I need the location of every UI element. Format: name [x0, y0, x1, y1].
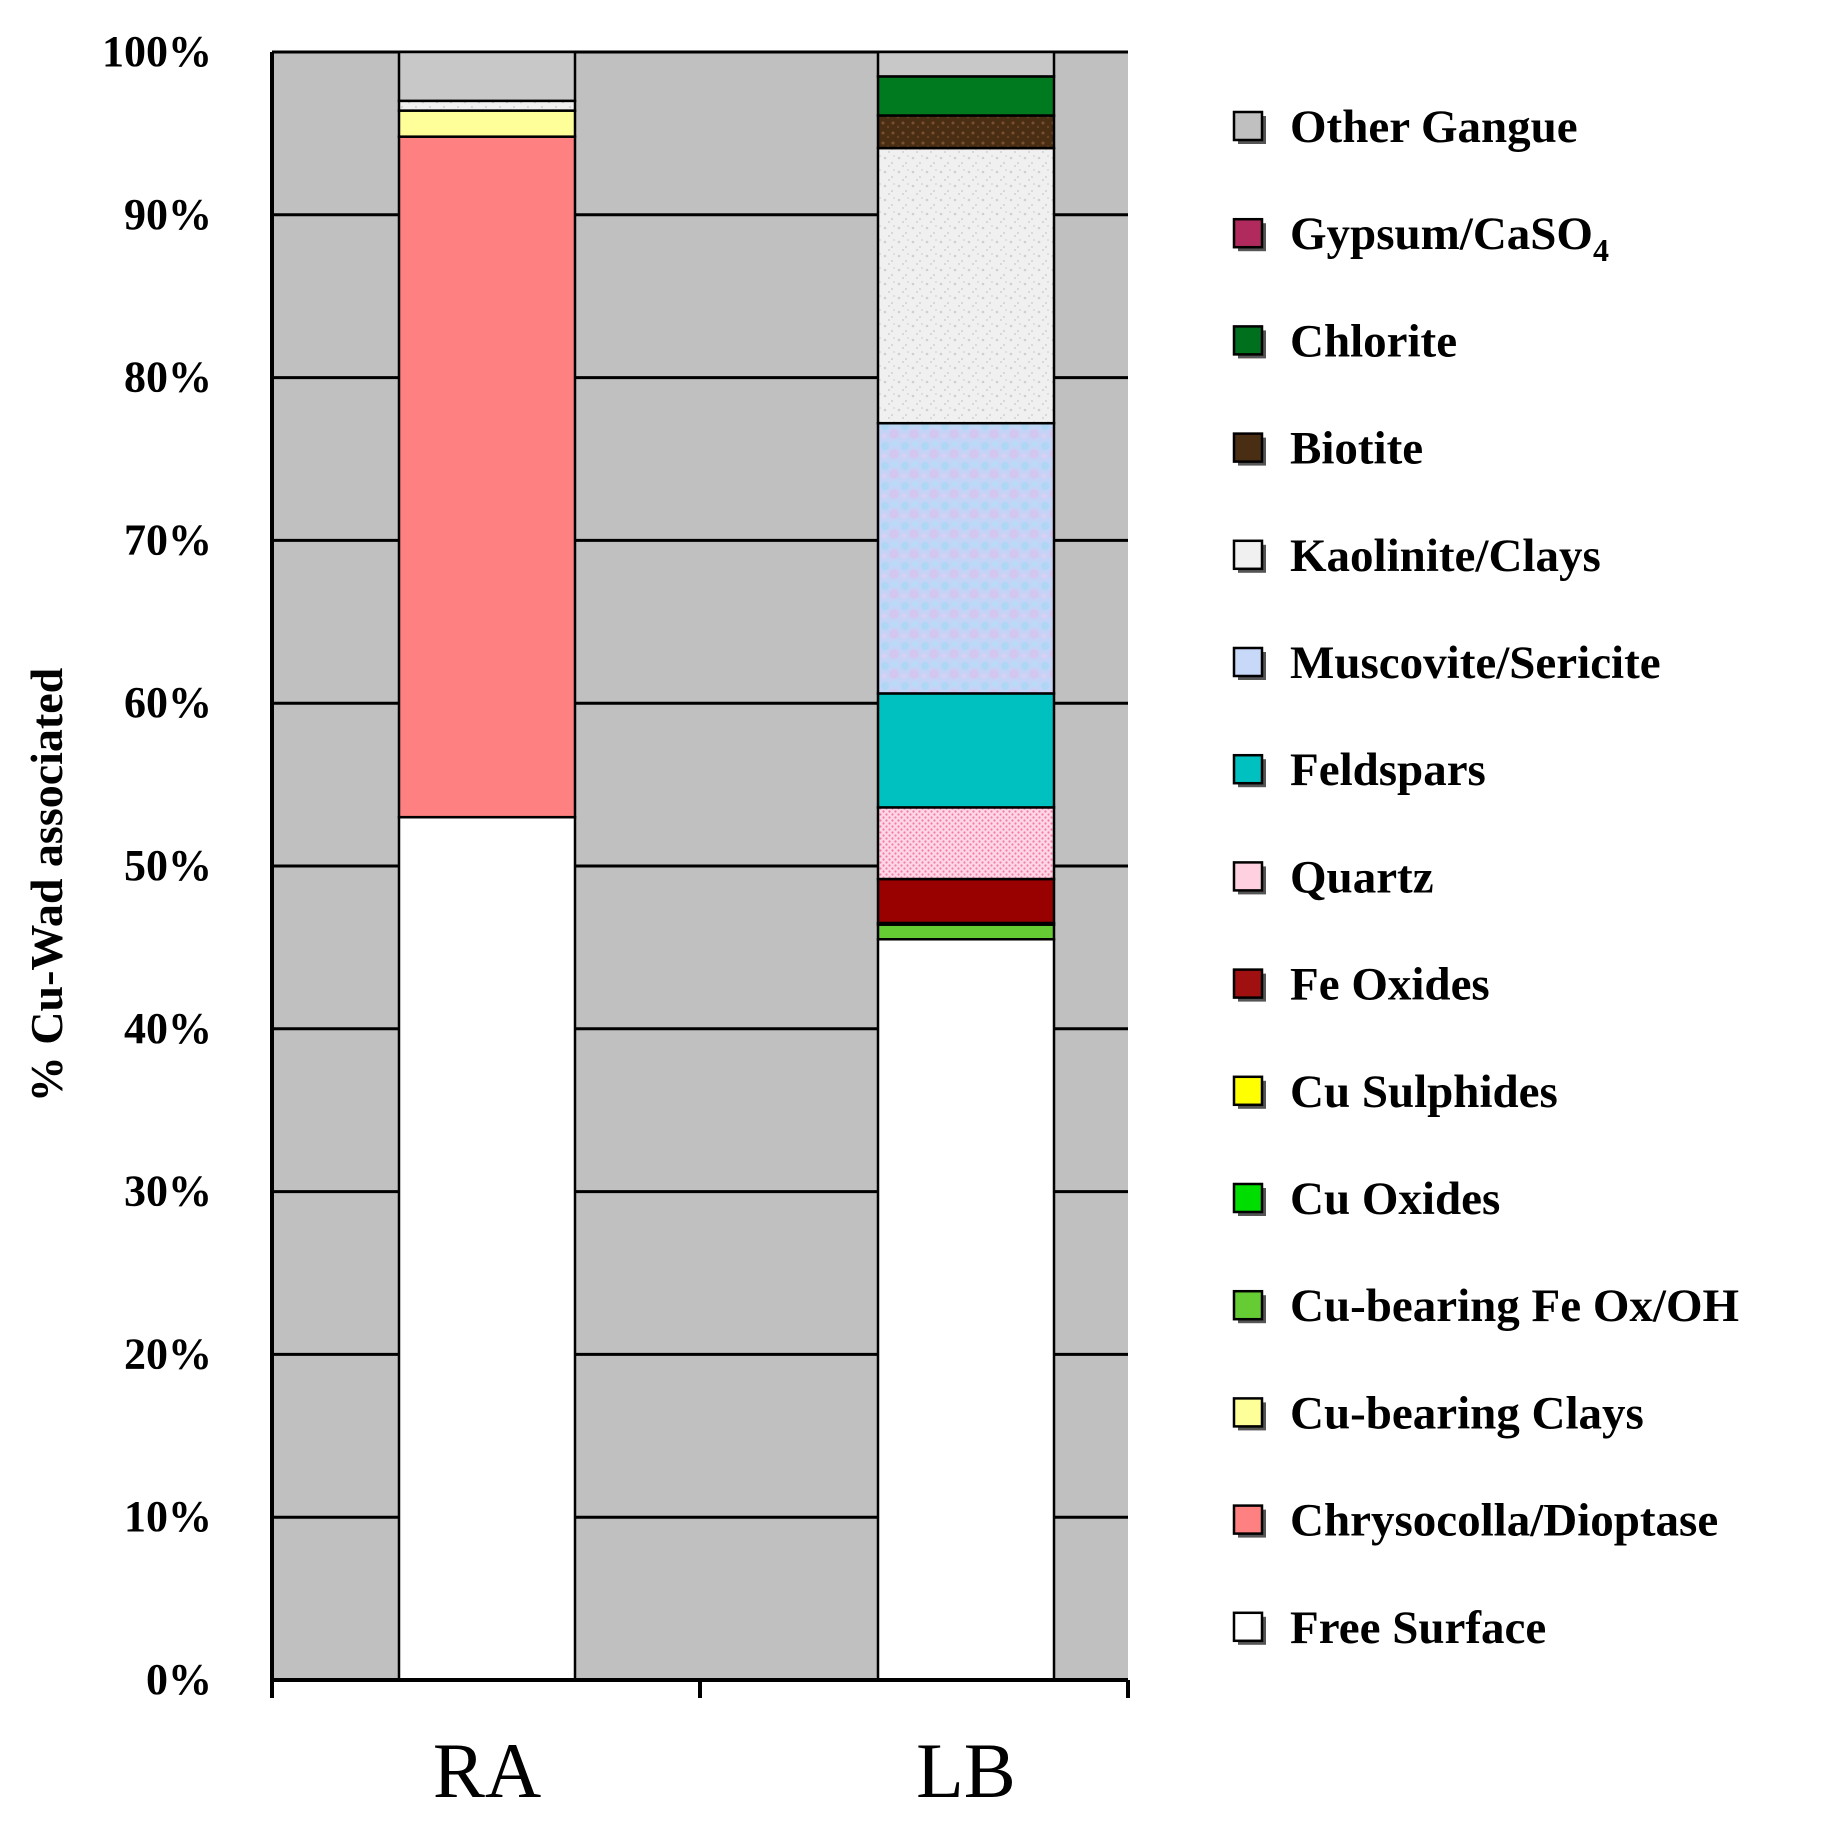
legend-label: Other Gangue: [1290, 101, 1578, 153]
bar-segment-ra-other-gangue: [397, 50, 577, 103]
legend-label: Cu-bearing Fe Ox/OH: [1290, 1280, 1739, 1332]
axes: 0% 10% 20% 30% 40% 50% 60% 70% 80% 90% 100% RA LB % C…: [21, 27, 1130, 1814]
legend-entry: Feldspars: [1232, 744, 1486, 796]
y-tick-label: 60%: [124, 678, 212, 727]
legend-swatch: [1232, 861, 1264, 892]
legend-label-text: Gypsum/CaSO: [1290, 208, 1593, 260]
legend-label-text: Feldspars: [1290, 744, 1486, 796]
y-tick-label: 80%: [124, 353, 212, 402]
bar-segment-lb-kaolinite-clays: [876, 146, 1056, 425]
legend-label-text: Biotite: [1290, 423, 1423, 475]
bar-segment-lb-quartz: [876, 806, 1056, 881]
bar-segment-ra-free-surface: [397, 815, 577, 1682]
x-category-label: RA: [433, 1727, 541, 1814]
legend-entry: Quartz: [1232, 851, 1434, 903]
legend-entry: Fe Oxides: [1232, 959, 1490, 1011]
bar-segment-ra-kaolinite-clays: [397, 99, 577, 112]
bar-segment-lb-other-gangue: [876, 50, 1056, 78]
legend-entry: Cu-bearing Fe Ox/OH: [1232, 1280, 1739, 1332]
legend-swatch: [1232, 325, 1264, 356]
y-tick-label: 30%: [124, 1167, 212, 1216]
bar-segment-ra-chrysocolla-dioptase: [397, 135, 577, 819]
legend-label-text: Chrysocolla/Dioptase: [1290, 1495, 1718, 1547]
y-tick-label: 20%: [124, 1329, 212, 1378]
legend-swatch: [1232, 968, 1264, 999]
y-tick-label: 40%: [124, 1004, 212, 1053]
bar-segment-lb-chlorite: [876, 75, 1056, 117]
plot-area: [272, 50, 1128, 1682]
legend-entry: Muscovite/Sericite: [1232, 637, 1661, 689]
legend-label: Free Surface: [1290, 1602, 1546, 1654]
legend-entry: Cu Sulphides: [1232, 1066, 1558, 1118]
legend-label-text: Cu Sulphides: [1290, 1066, 1558, 1118]
legend-swatch: [1232, 1504, 1264, 1535]
y-tick-label: 90%: [124, 190, 212, 239]
legend-entry: Chrysocolla/Dioptase: [1232, 1495, 1718, 1547]
y-tick-label: 70%: [124, 515, 212, 564]
bar-ra: [397, 50, 577, 1682]
bar-segment-lb-muscovite-sericite: [876, 421, 1056, 695]
legend-swatch: [1232, 110, 1264, 142]
legend-entry: Cu Oxides: [1232, 1173, 1500, 1225]
legend-label-text: Cu-bearing Clays: [1290, 1387, 1644, 1439]
legend-label: Quartz: [1290, 851, 1434, 903]
legend-entry: Gypsum/CaSO4: [1232, 208, 1609, 268]
y-axis-title: % Cu-Wad associated: [21, 667, 72, 1102]
legend-label-text: Kaolinite/Clays: [1290, 530, 1601, 582]
legend-entry: Other Gangue: [1232, 101, 1578, 153]
bar-segment-lb-biotite: [876, 114, 1056, 150]
legend: Other Gangue Gypsum/CaSO4 Chlorite Biotite K…: [1232, 101, 1739, 1654]
legend-swatch: [1232, 1397, 1264, 1428]
bar-segment-lb-cu-bearing-fe-ox-oh: [876, 923, 1056, 941]
legend-entry: Chlorite: [1232, 315, 1457, 367]
legend-label: Cu-bearing Clays: [1290, 1387, 1644, 1439]
legend-label: Cu Oxides: [1290, 1173, 1500, 1225]
legend-swatch: [1232, 1611, 1264, 1643]
legend-label-text: Quartz: [1290, 851, 1434, 903]
bar-segment-ra-cu-bearing-clays: [397, 109, 577, 138]
legend-swatch: [1232, 539, 1264, 571]
legend-label: Gypsum/CaSO4: [1290, 208, 1609, 268]
y-tick-label: 50%: [124, 841, 212, 890]
y-tick-label: 10%: [124, 1492, 212, 1541]
legend-label: Biotite: [1290, 423, 1423, 475]
bar-segment-lb-feldspars: [876, 692, 1056, 809]
legend-swatch: [1232, 646, 1264, 678]
legend-entry: Cu-bearing Clays: [1232, 1387, 1644, 1439]
y-tick-label: 0%: [146, 1655, 212, 1704]
legend-label-subscript: 4: [1593, 232, 1609, 268]
legend-swatch: [1232, 1289, 1264, 1321]
legend-label-text: Fe Oxides: [1290, 959, 1490, 1011]
legend-label: Muscovite/Sericite: [1290, 637, 1661, 689]
y-tick-label: 100%: [102, 27, 212, 76]
bar-segment-lb-fe-oxides: [876, 877, 1056, 925]
legend-swatch: [1232, 217, 1264, 249]
legend-label-text: Muscovite/Sericite: [1290, 637, 1661, 689]
bar-segment-lb-free-surface: [876, 938, 1056, 1682]
legend-label-text: Cu Oxides: [1290, 1173, 1500, 1225]
legend-label: Cu Sulphides: [1290, 1066, 1558, 1118]
legend-swatch: [1232, 432, 1264, 463]
bar-lb: [876, 50, 1056, 1682]
legend-swatch: [1232, 1182, 1264, 1214]
x-category-label: LB: [916, 1727, 1016, 1814]
legend-label-text: Other Gangue: [1290, 101, 1578, 153]
legend-label: Chrysocolla/Dioptase: [1290, 1495, 1718, 1547]
legend-entry: Biotite: [1232, 423, 1423, 475]
legend-label-text: Chlorite: [1290, 315, 1457, 367]
legend-label-text: Cu-bearing Fe Ox/OH: [1290, 1280, 1739, 1332]
legend-label: Feldspars: [1290, 744, 1486, 796]
legend-label: Fe Oxides: [1290, 959, 1490, 1011]
legend-entry: Free Surface: [1232, 1602, 1546, 1654]
legend-label-text: Free Surface: [1290, 1602, 1546, 1654]
legend-label: Chlorite: [1290, 315, 1457, 367]
legend-entry: Kaolinite/Clays: [1232, 530, 1601, 582]
legend-swatch: [1232, 753, 1264, 785]
legend-label: Kaolinite/Clays: [1290, 530, 1601, 582]
legend-swatch: [1232, 1075, 1264, 1107]
